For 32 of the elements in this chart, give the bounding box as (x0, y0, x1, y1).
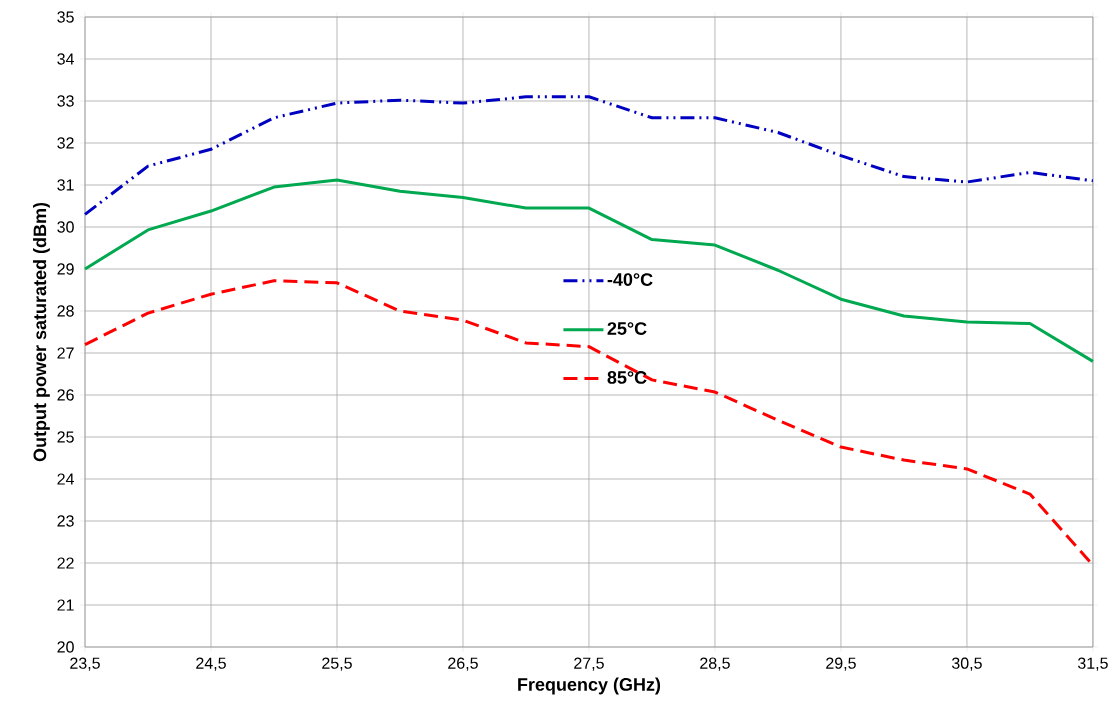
y-axis-title: Output power saturated (dBm) (33, 202, 50, 462)
y-tick-label: 22 (57, 557, 74, 569)
x-tick-label: 23,5 (70, 657, 100, 671)
x-tick-label: 27,5 (574, 657, 604, 671)
y-tick-label: 34 (57, 53, 74, 65)
y-tick-label: 32 (57, 137, 74, 149)
legend-label: 25°C (607, 322, 647, 335)
x-tick-label: 24,5 (196, 657, 226, 671)
y-tick-label: 35 (57, 11, 74, 23)
x-tick-label: 29,5 (826, 657, 856, 671)
y-tick-label: 28 (57, 305, 74, 317)
y-tick-label: 31 (57, 179, 74, 191)
x-axis-title: Frequency (GHz) (518, 677, 661, 695)
x-tick-label: 25,5 (322, 657, 352, 671)
y-tick-label: 25 (57, 431, 74, 443)
line-series (83, 95, 1095, 216)
y-tick-label: 23 (57, 515, 74, 527)
x-tick-label: 26,5 (448, 657, 478, 671)
line-series (83, 178, 1095, 363)
y-tick-label: 20 (57, 641, 74, 653)
y-tick-label: 29 (57, 263, 74, 275)
y-tick-label: 27 (57, 347, 74, 359)
y-tick-label: 30 (57, 221, 74, 233)
legend-label: -40°C (607, 273, 653, 286)
y-tick-label: 21 (57, 599, 74, 611)
y-tick-label: 33 (57, 95, 74, 107)
x-tick-label: 28,5 (700, 657, 730, 671)
x-tick-label: 30,5 (951, 657, 982, 671)
y-tick-label: 24 (57, 473, 74, 485)
x-tick-label: 31,5 (1077, 657, 1108, 671)
y-tick-label: 26 (57, 389, 74, 401)
legend-label: 85°C (607, 371, 647, 384)
